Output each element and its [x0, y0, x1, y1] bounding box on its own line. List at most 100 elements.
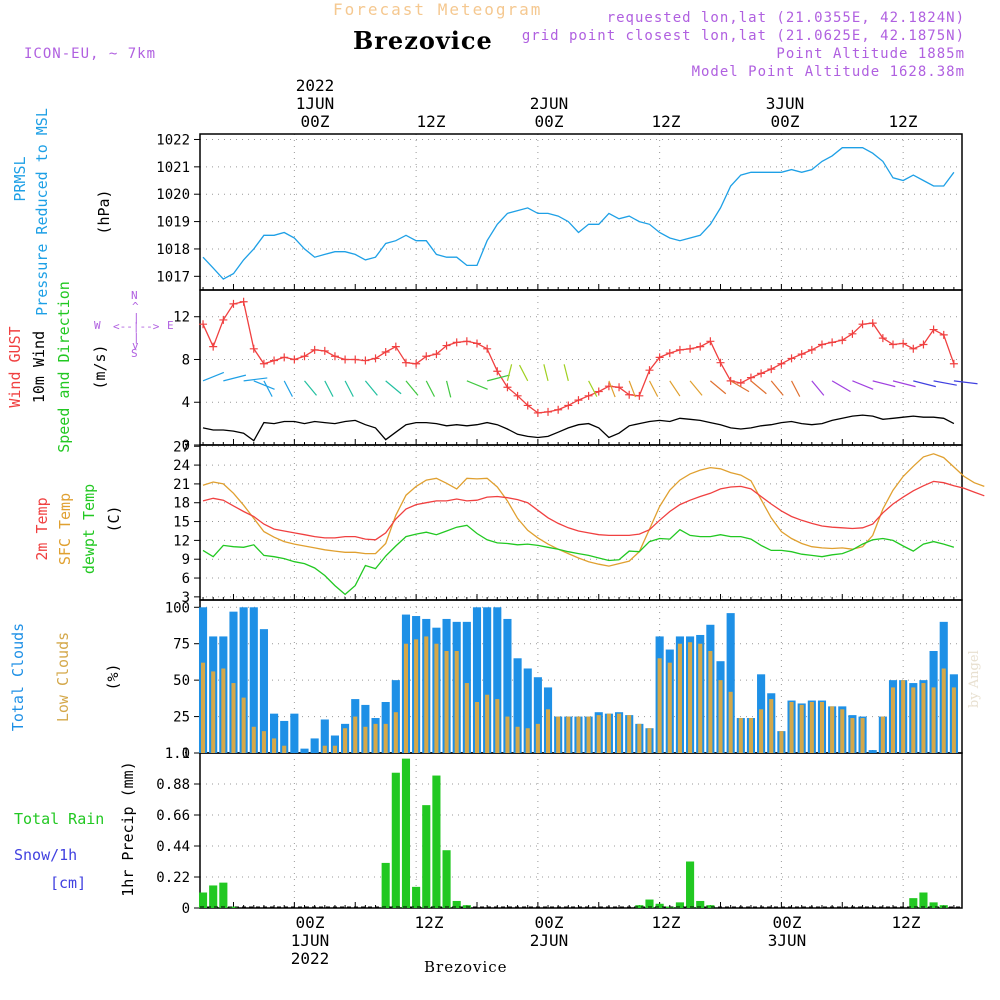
- low-cloud-bar: [769, 699, 774, 753]
- wind-arrow: [543, 364, 549, 382]
- low-cloud-bar: [261, 731, 266, 753]
- y-tick-label: 75: [173, 637, 190, 653]
- y-tick-label: 12: [173, 533, 190, 549]
- gust-marker: [746, 373, 755, 382]
- low-cloud-bar: [799, 704, 804, 753]
- low-cloud-bar: [677, 643, 682, 753]
- total-cloud-bar: [625, 715, 634, 753]
- gust-marker: [513, 391, 522, 400]
- gust-line: [202, 301, 955, 414]
- low-cloud-bar: [424, 636, 429, 753]
- gust-marker: [645, 366, 654, 375]
- wind-arrow: [445, 380, 452, 398]
- wind-arrow: [344, 380, 354, 397]
- low-cloud-bar: [241, 697, 246, 753]
- panel-1: 1017 1018 1019 1020 1021 1022: [156, 132, 963, 291]
- total-cloud-bar: [523, 668, 532, 753]
- y-tick-label: 0.88: [156, 777, 190, 793]
- bottom-location: Brezovice: [424, 958, 508, 976]
- total-cloud-bar: [686, 636, 695, 753]
- gust-marker: [483, 344, 492, 353]
- gust-marker: [341, 355, 350, 364]
- rain-bar: [452, 900, 461, 908]
- gust-marker: [523, 401, 532, 410]
- gust-marker: [290, 355, 299, 364]
- total-cloud-bar: [655, 636, 664, 753]
- rain-bar: [635, 905, 644, 908]
- rain-bar: [432, 775, 441, 908]
- y-tick-label: 100: [165, 600, 190, 616]
- gust-marker: [878, 334, 887, 343]
- top-date-2: 2JUN: [529, 94, 569, 113]
- gust-marker: [594, 387, 603, 396]
- total-cloud-bar: [604, 713, 613, 753]
- gust-marker: [807, 345, 816, 354]
- y-tick-label: 50: [173, 673, 190, 689]
- model-altitude: Model Point Altitude 1628.38m: [691, 64, 965, 80]
- total-cloud-bar: [249, 607, 258, 753]
- total-cloud-bar: [432, 627, 441, 753]
- rain-bar: [909, 898, 918, 908]
- total-cloud-bar: [412, 616, 421, 753]
- label-total-clouds: Total Clouds: [9, 622, 27, 732]
- total-cloud-bar: [533, 677, 542, 753]
- y-tick-label: 1.1: [165, 746, 190, 762]
- low-cloud-bar: [474, 702, 480, 753]
- gust-marker: [655, 353, 664, 362]
- low-cloud-bar: [911, 687, 916, 753]
- faded-title: Forecast Meteogram: [333, 0, 543, 19]
- label-10m-wind: 10m Wind: [30, 330, 48, 404]
- total-cloud-bar: [706, 624, 715, 753]
- total-cloud-bar: [330, 735, 340, 753]
- gust-marker: [899, 339, 908, 348]
- low-cloud-bar: [495, 699, 500, 753]
- low-cloud-bar: [941, 668, 946, 753]
- total-cloud-bar: [219, 636, 228, 753]
- y-tick-label: 1017: [156, 269, 190, 285]
- top-tick-1: 12Z: [416, 112, 446, 131]
- low-cloud-bar: [748, 718, 753, 753]
- total-cloud-bar: [726, 613, 735, 753]
- panel-frame: [199, 289, 963, 446]
- compass-n-arrow: ^: [132, 300, 139, 313]
- gust-marker: [939, 330, 948, 339]
- gust-marker: [635, 391, 644, 400]
- y-tick-label: 1020: [156, 187, 190, 203]
- low-cloud-bar: [434, 643, 439, 753]
- total-cloud-bar: [594, 712, 603, 753]
- panel-frame: [199, 752, 963, 909]
- total-cloud-bar: [665, 649, 674, 753]
- wind-arrow: [730, 380, 750, 393]
- gust-marker: [442, 341, 451, 350]
- total-cloud-bar: [574, 716, 583, 753]
- low-cloud-bar: [201, 662, 206, 753]
- total-cloud-bar: [422, 618, 431, 753]
- y-tick-label: 21: [173, 477, 190, 493]
- gust-marker: [472, 339, 481, 348]
- gust-marker: [716, 358, 725, 367]
- low-cloud-bar: [698, 643, 703, 753]
- wind-arrow: [709, 380, 727, 395]
- wind-arrow: [689, 380, 703, 396]
- top-date-3: 3JUN: [765, 94, 805, 113]
- total-cloud-bar: [807, 700, 816, 753]
- wind-arrow: [892, 380, 916, 388]
- low-cloud-bar: [850, 718, 855, 753]
- low-cloud-bar: [728, 691, 733, 753]
- compass-n: N: [131, 289, 138, 302]
- rain-bar: [686, 861, 695, 908]
- gust-marker: [787, 354, 796, 363]
- total-cloud-bar: [757, 674, 766, 753]
- rain-bar: [665, 906, 674, 908]
- gust-marker: [564, 401, 573, 410]
- top-tick-5: 12Z: [888, 112, 918, 131]
- y-tick-label: 24: [173, 458, 190, 474]
- label-low-clouds: Low Clouds: [54, 631, 72, 723]
- low-cloud-bar: [231, 683, 236, 753]
- low-cloud-bar: [951, 687, 956, 753]
- total-cloud-bar: [483, 607, 492, 753]
- total-cloud-bar: [351, 699, 360, 753]
- total-cloud-bar: [493, 607, 502, 753]
- gust-marker: [432, 350, 441, 359]
- gust-marker: [554, 405, 563, 414]
